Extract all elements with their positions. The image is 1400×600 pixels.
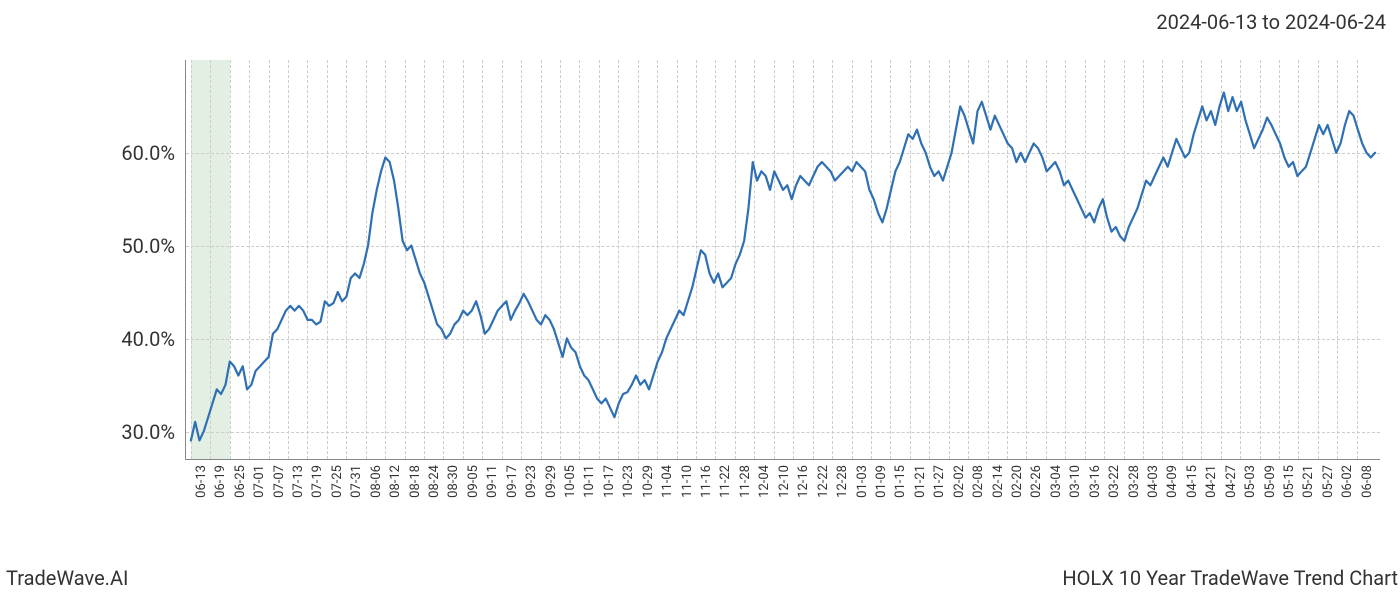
x-tick-label: 01-27: [932, 465, 947, 498]
x-tick-label: 09-29: [544, 465, 559, 498]
x-tick-label: 12-10: [777, 465, 792, 498]
x-tick-label: 02-02: [952, 465, 967, 498]
trend-line: [186, 60, 1380, 459]
x-tick-label: 04-21: [1204, 465, 1219, 498]
x-tick-label: 12-22: [816, 465, 831, 498]
x-tick-label: 03-04: [1049, 465, 1064, 498]
x-tick-label: 10-23: [621, 465, 636, 498]
x-tick-label: 09-05: [466, 465, 481, 498]
x-tick-label: 05-21: [1301, 465, 1316, 498]
x-tick-label: 06-13: [194, 465, 209, 498]
x-tick-label: 10-29: [641, 465, 656, 498]
x-tick-label: 08-24: [427, 465, 442, 498]
y-tick-label: 50.0%: [95, 234, 175, 258]
chart-caption: HOLX 10 Year TradeWave Trend Chart: [1062, 566, 1398, 590]
x-tick-label: 07-01: [252, 465, 267, 498]
x-tick-label: 01-03: [855, 465, 870, 498]
x-tick-label: 02-14: [991, 465, 1006, 498]
date-range-label: 2024-06-13 to 2024-06-24: [1156, 10, 1386, 34]
x-tick-label: 07-25: [330, 465, 345, 498]
x-tick-label: 08-06: [369, 465, 384, 498]
x-tick-label: 05-27: [1321, 465, 1336, 498]
x-tick-label: 11-28: [738, 465, 753, 498]
x-tick-label: 08-30: [446, 465, 461, 498]
x-tick-label: 03-16: [1088, 465, 1103, 498]
x-tick-label: 02-08: [971, 465, 986, 498]
x-tick-label: 09-23: [524, 465, 539, 498]
y-tick-label: 30.0%: [95, 420, 175, 444]
x-tick-label: 10-11: [582, 465, 597, 498]
x-tick-label: 11-04: [660, 465, 675, 498]
x-tick-label: 06-02: [1340, 465, 1355, 498]
x-tick-label: 01-09: [874, 465, 889, 498]
x-tick-label: 08-12: [388, 465, 403, 498]
x-tick-label: 06-25: [233, 465, 248, 498]
x-tick-label: 10-17: [602, 465, 617, 498]
x-tick-label: 07-07: [272, 465, 287, 498]
x-tick-label: 12-28: [835, 465, 850, 498]
x-tick-label: 03-10: [1068, 465, 1083, 498]
x-tick-label: 05-09: [1263, 465, 1278, 498]
x-tick-label: 11-16: [699, 465, 714, 498]
x-tick-label: 05-15: [1282, 465, 1297, 498]
x-tick-label: 08-18: [408, 465, 423, 498]
x-tick-label: 07-13: [291, 465, 306, 498]
x-tick-label: 09-11: [485, 465, 500, 498]
x-tick-label: 04-27: [1224, 465, 1239, 498]
x-tick-label: 03-28: [1127, 465, 1142, 498]
x-tick-label: 04-09: [1165, 465, 1180, 498]
brand-watermark: TradeWave.AI: [6, 566, 128, 590]
x-tick-label: 04-15: [1185, 465, 1200, 498]
x-tick-label: 11-22: [718, 465, 733, 498]
x-tick-label: 01-21: [913, 465, 928, 498]
x-tick-label: 04-03: [1146, 465, 1161, 498]
x-tick-label: 12-04: [757, 465, 772, 498]
x-tick-label: 06-19: [213, 465, 228, 498]
x-tick-label: 12-16: [796, 465, 811, 498]
y-tick-label: 40.0%: [95, 327, 175, 351]
x-tick-label: 10-05: [563, 465, 578, 498]
x-tick-label: 09-17: [505, 465, 520, 498]
x-tick-label: 05-03: [1243, 465, 1258, 498]
x-tick-label: 03-22: [1107, 465, 1122, 498]
y-tick-label: 60.0%: [95, 141, 175, 165]
x-tick-label: 02-20: [1010, 465, 1025, 498]
x-tick-label: 07-31: [349, 465, 364, 498]
x-tick-label: 07-19: [310, 465, 325, 498]
x-tick-label: 02-26: [1029, 465, 1044, 498]
chart-plot-area: [185, 60, 1380, 460]
x-tick-label: 11-10: [680, 465, 695, 498]
x-tick-label: 06-08: [1360, 465, 1375, 498]
x-tick-label: 01-15: [893, 465, 908, 498]
